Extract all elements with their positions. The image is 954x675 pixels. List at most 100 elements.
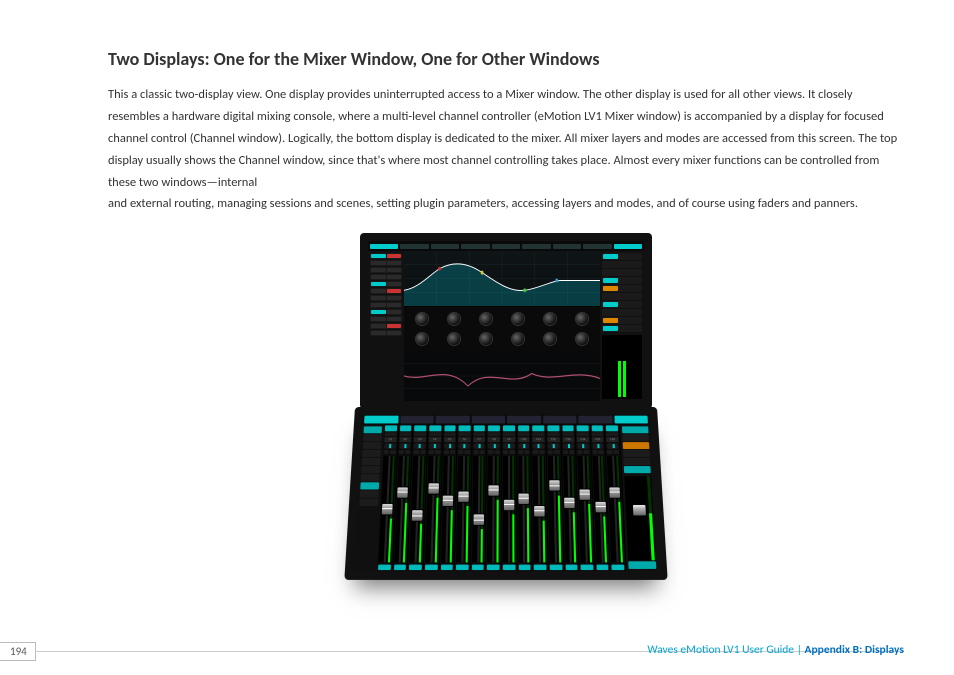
channel-header bbox=[562, 426, 574, 432]
eq-knob bbox=[576, 313, 588, 325]
eq-knob bbox=[544, 333, 556, 345]
channel-insert bbox=[562, 433, 574, 437]
channel-insert bbox=[399, 433, 411, 437]
channel-header bbox=[503, 426, 515, 432]
device-mockup: C1C2C3C4C5C6C7C8C9C10C11C12C13C14C15C16 bbox=[354, 233, 658, 575]
channel-buttons bbox=[458, 450, 470, 454]
eq-knob bbox=[512, 333, 524, 345]
channel-label: C8 bbox=[488, 437, 500, 442]
channel-label: C9 bbox=[503, 437, 515, 442]
output-block bbox=[602, 293, 642, 300]
channel-buttons bbox=[607, 450, 619, 454]
output-block bbox=[602, 269, 642, 276]
mixer-channel-strip: C10 bbox=[517, 425, 533, 572]
channel-header bbox=[532, 426, 544, 432]
channel-fader bbox=[503, 456, 515, 562]
channel-header bbox=[488, 426, 500, 432]
output-block bbox=[602, 253, 642, 260]
channel-pan bbox=[518, 443, 530, 449]
channel-footer bbox=[440, 565, 453, 570]
input-row bbox=[370, 281, 402, 287]
channel-footer bbox=[503, 565, 515, 570]
mixer-channel-strip: C8 bbox=[486, 425, 502, 572]
channel-insert bbox=[533, 433, 545, 437]
channel-header bbox=[606, 426, 618, 432]
output-block bbox=[602, 317, 642, 324]
channel-footer bbox=[456, 565, 468, 570]
top-display-eq-graph bbox=[404, 251, 600, 307]
channel-footer bbox=[378, 565, 391, 570]
output-block bbox=[602, 325, 642, 332]
channel-footer bbox=[596, 565, 609, 570]
channel-pan bbox=[488, 443, 500, 449]
output-block bbox=[602, 261, 642, 268]
channel-header bbox=[444, 426, 456, 432]
output-block bbox=[602, 277, 642, 284]
body-paragraph-2: and external routing, managing sessions … bbox=[108, 193, 904, 215]
channel-insert bbox=[473, 433, 485, 437]
mixer-channel-strip: C9 bbox=[502, 425, 518, 572]
channel-pan bbox=[547, 443, 559, 449]
channel-label: C14 bbox=[577, 437, 589, 442]
channel-footer bbox=[472, 565, 484, 570]
channel-fader bbox=[425, 456, 440, 562]
channel-pan bbox=[562, 443, 574, 449]
channel-header bbox=[473, 426, 485, 432]
channel-label: C4 bbox=[429, 437, 441, 442]
output-block bbox=[602, 301, 642, 308]
output-meter bbox=[602, 335, 642, 399]
input-row bbox=[370, 323, 402, 329]
figure-two-displays: C1C2C3C4C5C6C7C8C9C10C11C12C13C14C15C16 bbox=[108, 233, 904, 575]
channel-pan bbox=[458, 443, 470, 449]
top-display-output-panel bbox=[600, 251, 644, 401]
channel-footer bbox=[550, 565, 562, 570]
mixer-menubar bbox=[362, 415, 650, 425]
channel-insert bbox=[592, 433, 604, 437]
channel-fader bbox=[472, 456, 485, 562]
channel-buttons bbox=[443, 450, 455, 454]
channel-fader bbox=[409, 456, 425, 562]
channel-insert bbox=[488, 433, 500, 437]
channel-header bbox=[518, 426, 530, 432]
channel-header bbox=[400, 426, 412, 432]
channel-footer bbox=[518, 565, 530, 570]
channel-pan bbox=[384, 443, 396, 449]
channel-pan bbox=[577, 443, 589, 449]
channel-fader bbox=[518, 456, 531, 562]
channel-insert bbox=[577, 433, 589, 437]
channel-insert bbox=[518, 433, 530, 437]
channel-label: C3 bbox=[414, 437, 426, 442]
channel-fader bbox=[563, 456, 578, 562]
input-row bbox=[370, 302, 402, 308]
mixer-channel-strip: C7 bbox=[471, 425, 488, 572]
channel-insert bbox=[459, 433, 471, 437]
channel-footer bbox=[534, 565, 546, 570]
mixer-channel-strips: C1C2C3C4C5C6C7C8C9C10C11C12C13C14C15C16 bbox=[377, 425, 627, 572]
channel-insert bbox=[444, 433, 456, 437]
channel-insert bbox=[414, 433, 426, 437]
eq-knob bbox=[448, 333, 460, 345]
channel-fader bbox=[487, 456, 500, 562]
input-row bbox=[370, 288, 402, 294]
top-display-input-panel bbox=[368, 251, 404, 401]
channel-fader bbox=[548, 456, 562, 562]
channel-pan bbox=[533, 443, 545, 449]
top-display-eq-knobs bbox=[404, 307, 600, 351]
channel-pan bbox=[592, 443, 604, 449]
channel-label: C16 bbox=[607, 437, 619, 442]
channel-label: C1 bbox=[384, 437, 396, 442]
channel-header bbox=[547, 426, 559, 432]
eq-knob bbox=[480, 333, 492, 345]
channel-footer bbox=[565, 565, 578, 570]
eq-knob bbox=[416, 313, 428, 325]
channel-insert bbox=[503, 433, 515, 437]
channel-footer bbox=[581, 565, 594, 570]
input-row bbox=[370, 330, 402, 336]
channel-fader bbox=[394, 456, 410, 562]
channel-label: C11 bbox=[533, 437, 545, 442]
eq-knob bbox=[480, 313, 492, 325]
channel-label: C15 bbox=[592, 437, 604, 442]
channel-pan bbox=[443, 443, 455, 449]
bottom-display-mixer-window: C1C2C3C4C5C6C7C8C9C10C11C12C13C14C15C16 bbox=[344, 407, 667, 580]
channel-buttons bbox=[414, 450, 426, 454]
